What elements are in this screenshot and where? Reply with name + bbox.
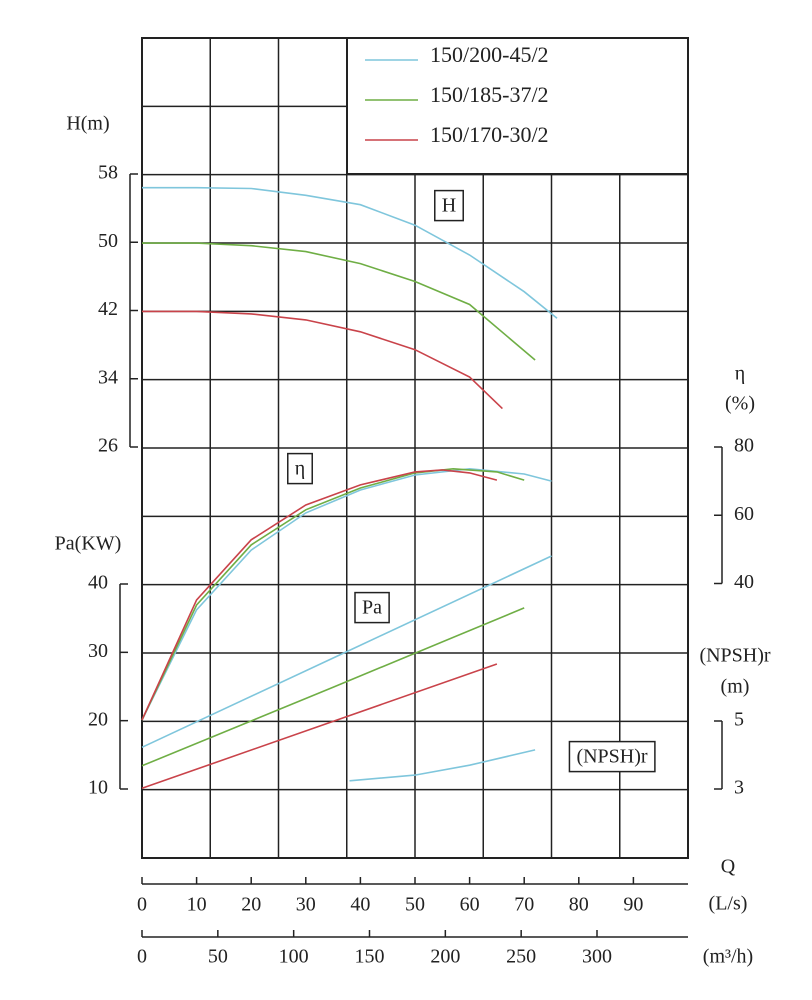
x-tick-label: 0	[137, 894, 147, 916]
y-tick-label: 80	[734, 435, 754, 457]
y-axis-unit: (m)	[721, 676, 750, 698]
curve-annotation: (NPSH)r	[576, 746, 647, 768]
x2-tick-label: 100	[279, 946, 309, 968]
x-tick-label: 90	[623, 894, 643, 916]
annotation-box	[287, 452, 313, 485]
curve-annotation: Pa	[362, 597, 382, 619]
x-tick-label: 30	[296, 894, 316, 916]
x-tick-label: 60	[460, 894, 480, 916]
y-tick-label: 10	[88, 777, 108, 799]
x-axis-label: Q	[721, 856, 736, 878]
x-tick-label: 80	[569, 894, 589, 916]
y-tick-label: 34	[98, 366, 118, 388]
curve-annotation: H	[442, 195, 456, 217]
y-tick-label: 3	[734, 777, 744, 799]
y-tick-label: 42	[98, 298, 118, 320]
series-line	[142, 186, 558, 319]
y-axis-unit: (%)	[725, 393, 755, 415]
legend-label: 150/200-45/2	[430, 42, 549, 67]
y-tick-label: 30	[88, 640, 108, 662]
curve-annotation: η	[295, 458, 305, 480]
legend-label: 150/170-30/2	[430, 122, 549, 147]
plot-frame	[141, 37, 689, 859]
y-tick-label: 60	[734, 503, 754, 525]
y-tick-label: 40	[734, 571, 754, 593]
x2-tick-label: 50	[208, 946, 228, 968]
annotation-box	[568, 740, 656, 773]
x2-tick-label: 250	[506, 946, 536, 968]
series-line	[142, 242, 536, 361]
y-tick-label: 40	[88, 572, 108, 594]
series-line	[141, 467, 552, 721]
x-tick-label: 20	[241, 894, 261, 916]
legend-label: 150/185-37/2	[430, 82, 549, 107]
x2-tick-label: 200	[430, 946, 460, 968]
x2-tick-label: 0	[137, 946, 147, 968]
y-tick-label: 58	[98, 162, 118, 184]
x-tick-label: 50	[405, 894, 425, 916]
series-line	[141, 607, 525, 767]
y-tick-label: 20	[88, 708, 108, 730]
y-tick-label: 50	[98, 230, 118, 252]
series-line	[141, 555, 552, 749]
x-tick-label: 70	[514, 894, 534, 916]
y-axis-label: H(m)	[66, 113, 109, 135]
series-line	[141, 663, 498, 790]
y-tick-label: 26	[98, 435, 118, 457]
series-line	[141, 469, 498, 721]
y-axis-label: (NPSH)r	[699, 645, 770, 667]
annotation-box	[354, 591, 390, 624]
series-line	[141, 467, 525, 721]
x2-tick-label: 300	[582, 946, 612, 968]
y-axis-label: η	[735, 363, 745, 385]
x2-axis-unit: (m³/h)	[703, 946, 753, 968]
annotation-box	[434, 189, 464, 222]
x2-tick-label: 150	[355, 946, 385, 968]
series-line	[142, 310, 503, 410]
x-tick-label: 10	[187, 894, 207, 916]
y-axis-label: Pa(KW)	[55, 533, 122, 555]
series-line	[349, 749, 536, 782]
x-axis-unit: (L/s)	[709, 893, 748, 915]
y-tick-label: 5	[734, 709, 744, 731]
x-tick-label: 40	[350, 894, 370, 916]
